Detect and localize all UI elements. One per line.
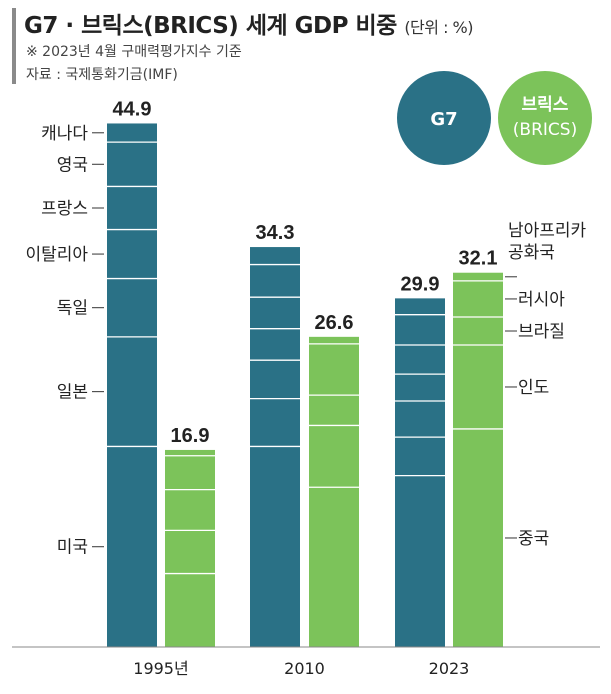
title-accent-bar	[12, 8, 16, 84]
g7-member-label-0: 캐나다	[41, 124, 88, 144]
data-label-brics-2: 32.1	[459, 248, 498, 270]
source-note: 자료 : 국제통화기금(IMF)	[26, 67, 178, 83]
g7-member-label-6: 미국	[57, 538, 88, 558]
data-label-brics-0: 16.9	[171, 425, 210, 447]
bar-brics-0	[165, 449, 215, 647]
legend-brics-circle	[498, 71, 592, 165]
data-label-g7-0: 44.9	[113, 98, 152, 120]
data-label-g7-1: 34.3	[256, 222, 295, 244]
category-label-0: 1995년	[133, 659, 188, 678]
brics-member-label-2: 브라질	[518, 322, 565, 342]
bar-brics-1	[309, 336, 359, 647]
brics-member-label-3: 인도	[518, 378, 549, 398]
data-label-g7-2: 29.9	[401, 273, 440, 295]
brics-member-label-1: 러시아	[518, 290, 565, 310]
bar-g7-0	[107, 123, 157, 647]
brics-member-label-0-line-1: 공화국	[508, 243, 555, 263]
g7-member-label-2: 프랑스	[41, 199, 88, 219]
g7-member-label-1: 영국	[57, 155, 88, 175]
category-label-1: 2010	[284, 659, 325, 678]
legend-brics-label-line-0: 브릭스	[522, 95, 569, 115]
title-text: G7 · 브릭스(BRICS) 세계 GDP 비중	[24, 13, 397, 39]
bar-brics-2	[453, 272, 503, 647]
bar-g7-2	[395, 298, 445, 647]
brics-member-label-0-line-0: 남아프리카	[508, 221, 587, 241]
chart-title: G7 · 브릭스(BRICS) 세계 GDP 비중 (단위 : %)	[24, 6, 474, 40]
g7-member-label-5: 일본	[57, 383, 88, 403]
unit-label: (단위 : %)	[404, 18, 474, 37]
data-label-brics-1: 26.6	[315, 312, 354, 334]
brics-member-label-4: 중국	[518, 529, 549, 549]
legend-g7-circle	[397, 71, 491, 165]
category-label-2: 2023	[429, 659, 470, 678]
legend-g7-label: G7	[430, 109, 457, 130]
legend-brics-label-line-1: (BRICS)	[513, 120, 577, 140]
g7-member-label-3: 이탈리아	[25, 245, 88, 265]
g7-member-label-4: 독일	[57, 299, 88, 319]
basis-note: ※ 2023년 4월 구매력평가지수 기준	[26, 44, 242, 60]
